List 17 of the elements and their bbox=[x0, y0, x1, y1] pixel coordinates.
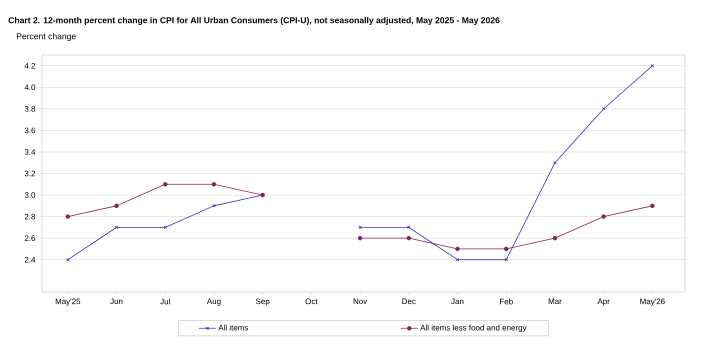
point bbox=[650, 204, 655, 208]
point bbox=[455, 246, 460, 252]
point bbox=[504, 246, 508, 252]
point bbox=[602, 107, 606, 111]
point bbox=[552, 236, 558, 240]
point bbox=[504, 258, 508, 262]
point bbox=[601, 214, 606, 219]
point bbox=[406, 236, 411, 240]
point bbox=[407, 226, 410, 230]
point bbox=[114, 204, 119, 208]
point bbox=[66, 214, 70, 219]
y-axis-title: Percent change bbox=[16, 33, 76, 41]
point bbox=[358, 236, 362, 240]
point bbox=[163, 182, 168, 186]
chart-title: Chart 2. 12-month percent change in CPI for All Urban Consumers (CPI-U), not seasonally adjusted, May 2025 - May 2026 bbox=[8, 16, 500, 26]
point bbox=[212, 182, 216, 186]
point bbox=[358, 226, 362, 230]
